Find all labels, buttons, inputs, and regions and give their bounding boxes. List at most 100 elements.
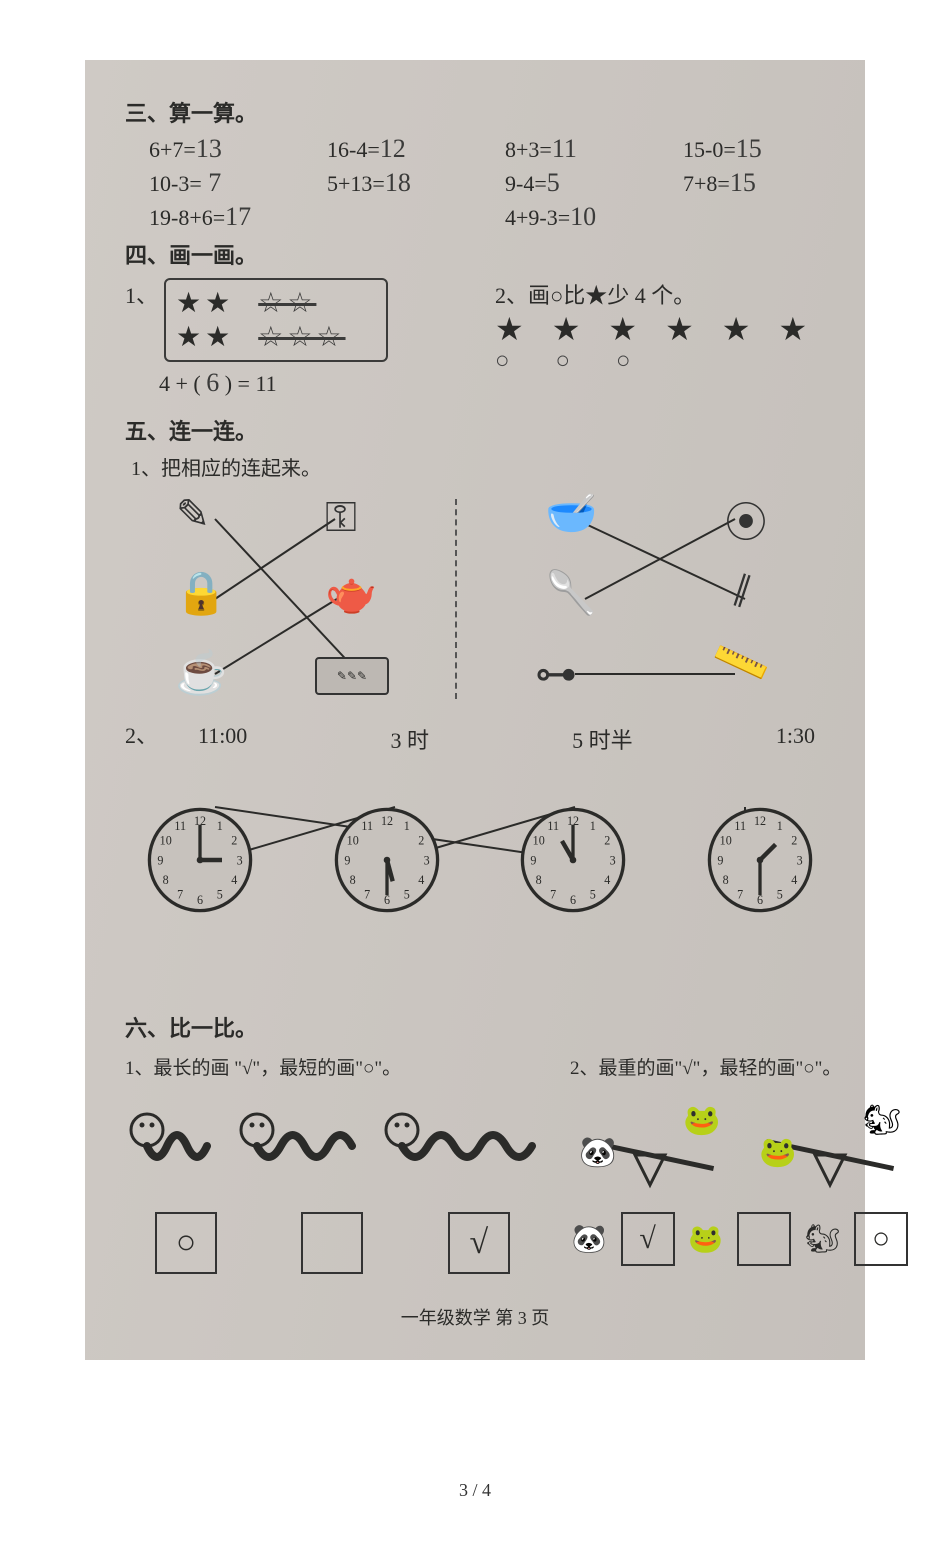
section4-q1: 1、 ★★ ☆☆ ★★ ☆☆☆ 4 + ( 6 (125, 278, 455, 398)
svg-text:4: 4 (231, 873, 237, 887)
animal-icon: 🐿 (805, 1222, 841, 1256)
times-row: 11:003 时5 时半1:30 (198, 723, 815, 755)
clock-icon: 123456789101112 (518, 805, 628, 915)
worksheet-photo: 三、算一算。 6+7=1316-4=128+3=1115-0=1510-3= 7… (85, 60, 865, 1360)
answer-box (737, 1212, 791, 1266)
svg-text:2: 2 (231, 834, 237, 848)
spoon-icon: 🥄 (545, 569, 597, 618)
svg-text:5: 5 (590, 888, 596, 902)
svg-text:4: 4 (791, 873, 797, 887)
section5-sub2-label: 2、 (125, 718, 158, 750)
svg-text:11: 11 (174, 819, 186, 833)
arith-expr: 16-4= (327, 137, 380, 162)
svg-text:11: 11 (548, 819, 560, 833)
svg-text:11: 11 (734, 819, 746, 833)
document-page: 三、算一算。 6+7=1316-4=128+3=1115-0=1510-3= 7… (0, 0, 950, 1541)
q1-answer-boxes: ○√ (125, 1212, 540, 1274)
animal-icon: 🐼 (572, 1222, 607, 1256)
svg-text:1: 1 (590, 819, 596, 833)
q2-stars: ★ ★ ★ ★ ★ ★ (495, 310, 825, 348)
snakes-row (125, 1080, 540, 1200)
svg-text:11: 11 (361, 819, 373, 833)
bowl-icon: 🥣 (545, 489, 597, 538)
svg-text:1: 1 (777, 819, 783, 833)
worksheet-footer: 一年级数学 第 3 页 (125, 1304, 825, 1330)
arith-ans: 12 (380, 134, 406, 163)
section6-q2: 2、最重的画"√"，最轻的画"○"。 🐼🐸🐸🐿 🐼√🐸🐿○ (570, 1053, 910, 1274)
section4-q2: 2、画○比★少 4 个。 ★ ★ ★ ★ ★ ★ ○ ○ ○ (495, 278, 825, 398)
seesaw-icon: 🐸🐿 (750, 1090, 910, 1200)
arith-ans: 13 (196, 134, 222, 163)
arith-ans: 18 (385, 168, 411, 197)
time-label: 11:00 (198, 723, 247, 755)
svg-text:7: 7 (177, 888, 183, 902)
answer-box: √ (448, 1212, 510, 1274)
svg-text:4: 4 (605, 873, 611, 887)
q1-solid-stars: ★★ (176, 286, 234, 320)
snake-icon (380, 1110, 540, 1200)
section4-title: 四、画一画。 (125, 238, 825, 270)
section3-title: 三、算一算。 (125, 96, 825, 128)
svg-text:1: 1 (403, 819, 409, 833)
svg-text:3: 3 (423, 853, 429, 867)
svg-text:10: 10 (346, 834, 358, 848)
svg-text:5: 5 (403, 888, 409, 902)
section4: 1、 ★★ ☆☆ ★★ ☆☆☆ 4 + ( 6 (125, 278, 825, 398)
clock-row: 1234567891011121234567891011121234567891… (145, 805, 815, 915)
time-label: 3 时 (390, 723, 429, 755)
svg-text:7: 7 (737, 888, 743, 902)
clock-icon: 123456789101112 (145, 805, 255, 915)
svg-text:10: 10 (533, 834, 545, 848)
svg-text:🐼: 🐼 (579, 1134, 617, 1169)
svg-text:2: 2 (605, 834, 611, 848)
answer-box (301, 1212, 363, 1274)
q2-label-6: 2、最重的画"√"，最轻的画"○"。 (570, 1053, 910, 1080)
pencilcase-icon: ✎✎✎ (315, 657, 389, 695)
seesaw-row: 🐼🐸🐸🐿 (570, 1080, 910, 1200)
q2-prompt: 2、画○比★少 4 个。 (495, 278, 825, 310)
svg-text:3: 3 (610, 853, 616, 867)
svg-text:4: 4 (418, 873, 424, 887)
lock-icon: 🔒 (175, 569, 227, 618)
svg-text:8: 8 (349, 873, 355, 887)
svg-text:6: 6 (197, 893, 203, 907)
svg-text:7: 7 (364, 888, 370, 902)
q1-eq-blank: 6 (206, 368, 219, 397)
svg-text:5: 5 (217, 888, 223, 902)
ball-icon: ⦿ (725, 489, 767, 550)
svg-text:8: 8 (723, 873, 729, 887)
seesaw-icon: 🐼🐸 (570, 1090, 730, 1200)
arith-ans: 17 (225, 202, 251, 231)
arith-expr: 15-0= (683, 137, 736, 162)
arith-ans: 5 (547, 168, 560, 197)
svg-text:9: 9 (344, 853, 350, 867)
svg-text:5: 5 (777, 888, 783, 902)
q1-star-box: ★★ ☆☆ ★★ ☆☆☆ (164, 278, 388, 362)
section3-arithmetic: 6+7=1316-4=128+3=1115-0=1510-3= 75+13=18… (125, 134, 825, 232)
arith-expr: 5+13= (327, 171, 385, 196)
arith-expr: 6+7= (149, 137, 196, 162)
time-label: 5 时半 (572, 723, 633, 755)
svg-text:12: 12 (754, 814, 766, 828)
arith-ans: 7 (202, 168, 222, 197)
svg-text:9: 9 (531, 853, 537, 867)
section6-q1: 1、最长的画 "√"，最短的画"○"。 ○√ (125, 1053, 540, 1274)
clocks-wrapper: 1234567891011121234567891011121234567891… (125, 805, 825, 1005)
q1-equation: 4 + ( 6 ) = 11 (159, 368, 455, 398)
snake-icon (235, 1110, 360, 1200)
svg-text:8: 8 (163, 873, 169, 887)
svg-text:🐿: 🐿 (863, 1104, 901, 1137)
flykey-icon: ⊶ (535, 649, 577, 699)
svg-text:12: 12 (381, 814, 393, 828)
svg-text:6: 6 (570, 893, 576, 907)
section6: 1、最长的画 "√"，最短的画"○"。 ○√ 2、最重的画"√"，最轻的画"○"… (125, 1053, 825, 1274)
svg-text:2: 2 (791, 834, 797, 848)
arith-ans: 15 (730, 168, 756, 197)
section5-sub1: 1、把相应的连起来。 (131, 452, 825, 481)
svg-text:1: 1 (217, 819, 223, 833)
arith-ans: 15 (736, 134, 762, 163)
q1-eq-pre: 4 + ( (159, 371, 206, 396)
teapot-icon: 🫖 (325, 569, 377, 618)
svg-text:10: 10 (160, 834, 172, 848)
svg-text:8: 8 (536, 873, 542, 887)
